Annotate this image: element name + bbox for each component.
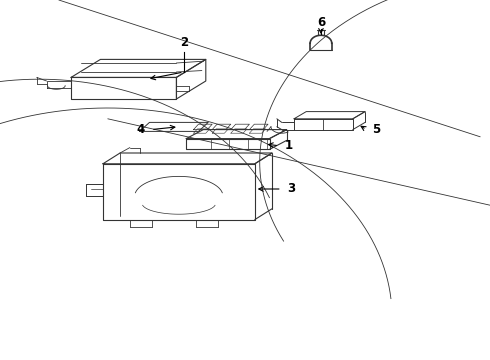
- Text: 2: 2: [180, 36, 188, 49]
- Text: 6: 6: [317, 16, 325, 29]
- Text: 1: 1: [285, 139, 294, 152]
- Text: 3: 3: [288, 183, 296, 195]
- Text: 5: 5: [372, 123, 381, 136]
- Text: 4: 4: [136, 123, 145, 136]
